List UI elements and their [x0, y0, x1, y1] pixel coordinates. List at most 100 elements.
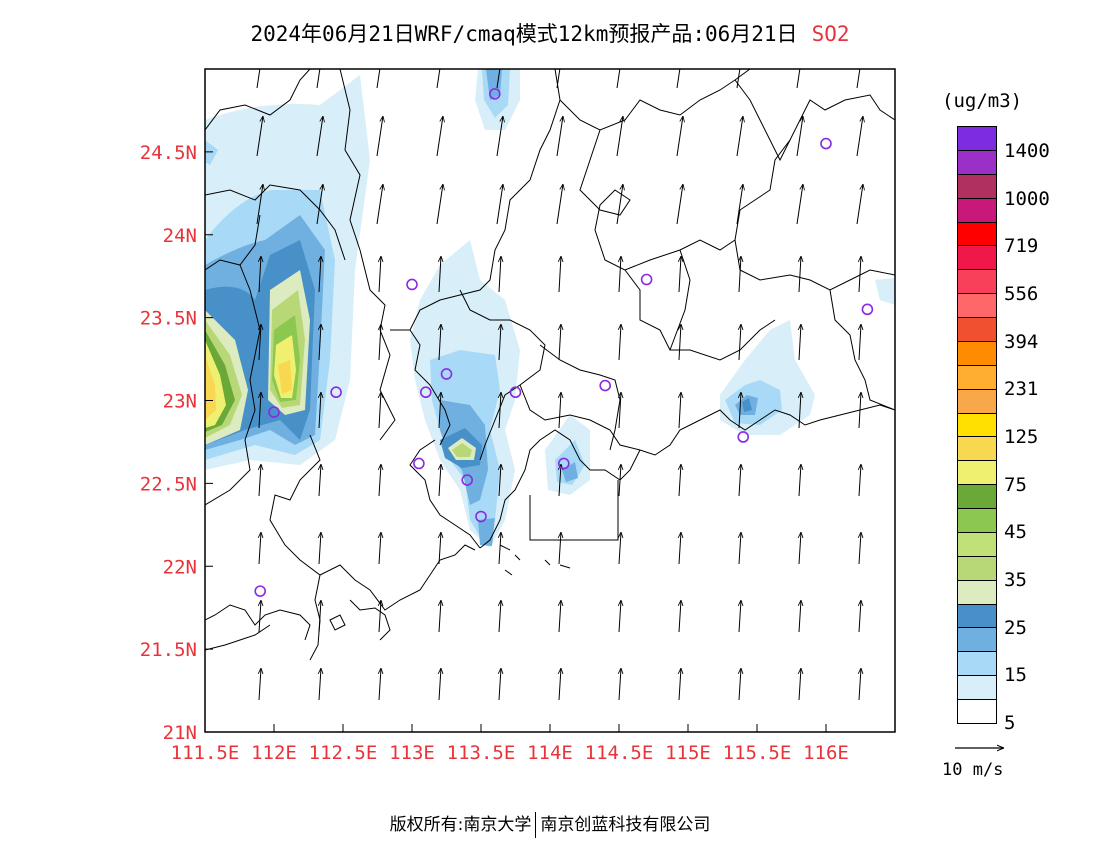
x-axis-labels: 111.5E 112E 112.5E 113E 113.5E 114E 114.5E 115E…	[171, 742, 849, 764]
x-tick-label: 115.5E	[723, 742, 792, 764]
wind-arrow	[379, 256, 381, 293]
boundary-lines	[205, 69, 895, 661]
wind-arrow	[496, 184, 503, 225]
wind-arrow	[616, 116, 623, 157]
wind-arrow	[259, 532, 261, 565]
wind-arrow	[556, 69, 561, 89]
wind-arrow	[256, 69, 261, 89]
wind-arrow	[619, 464, 621, 497]
colorbar-label: 1000	[1004, 187, 1050, 210]
colorbar-cell	[958, 604, 996, 629]
wind-arrow	[559, 392, 561, 429]
colorbar-label: 231	[1004, 378, 1039, 401]
colorbar-label: 556	[1004, 282, 1039, 305]
colorbar-cell	[958, 246, 996, 271]
wind-arrow	[799, 464, 801, 497]
wind-arrow	[917, 184, 923, 224]
title-species: SO2	[811, 22, 850, 46]
wind-arrow	[556, 184, 563, 225]
wind-arrow	[917, 48, 923, 88]
site-marker	[475, 510, 487, 523]
wind-arrow	[379, 600, 381, 633]
y-tick-label: 22N	[163, 556, 197, 578]
wind-arrow	[316, 116, 323, 157]
wind-arrow	[917, 116, 923, 156]
wind-arrow	[739, 668, 741, 701]
site-marker	[330, 386, 342, 399]
wind-arrow	[619, 392, 621, 429]
wind-arrow	[796, 69, 801, 89]
wind-arrow	[919, 392, 921, 428]
colorbar-cell	[958, 150, 996, 175]
concentration-field	[205, 69, 895, 548]
x-tick-label: 112E	[251, 742, 297, 764]
wind-arrow	[739, 532, 741, 565]
wind-arrow	[319, 256, 321, 293]
site-marker	[419, 386, 432, 399]
wind-arrow	[856, 116, 863, 157]
wind-arrow	[379, 532, 381, 565]
x-tick-label: 115E	[665, 742, 711, 764]
wind-arrow	[676, 116, 683, 157]
colorbar-cell	[958, 318, 996, 342]
wind-arrow	[379, 324, 381, 361]
wind-arrow	[679, 256, 681, 293]
legend-colorbar	[957, 126, 997, 724]
wind-arrow	[499, 532, 501, 565]
monitoring-sites	[254, 88, 874, 597]
colorbar-cell	[958, 222, 996, 247]
wind-arrow	[439, 392, 441, 429]
wind-arrow	[499, 600, 501, 633]
x-tick-label: 114E	[527, 742, 573, 764]
colorbar-cell	[958, 174, 996, 199]
wind-arrow	[436, 69, 441, 89]
site-marker	[488, 88, 501, 100]
site-marker	[413, 457, 425, 470]
site-marker	[861, 303, 874, 316]
wind-arrow	[439, 324, 441, 361]
site-marker	[509, 386, 522, 399]
colorbar-cell	[958, 485, 996, 509]
colorbar-label: 75	[1004, 473, 1027, 496]
wind-arrow	[859, 256, 861, 293]
wind-arrow	[379, 464, 381, 497]
wind-arrow	[619, 532, 621, 565]
wind-arrow	[496, 69, 501, 89]
wind-arrow	[259, 256, 261, 293]
wind-arrow	[739, 600, 741, 633]
colorbar-cell	[958, 198, 996, 223]
wind-arrow	[919, 532, 921, 564]
wind-arrow	[739, 324, 741, 361]
colorbar-label: 1400	[1004, 139, 1050, 162]
wind-arrow	[799, 256, 801, 293]
wind-arrow	[319, 464, 321, 497]
wind-arrow	[439, 464, 441, 497]
wind-arrow	[259, 464, 261, 497]
wind-arrow	[259, 668, 261, 701]
colorbar-label: 719	[1004, 235, 1039, 258]
colorbar-label: 35	[1004, 568, 1027, 591]
wind-arrow	[676, 69, 681, 89]
x-tick-label: 113E	[389, 742, 435, 764]
colorbar-cell	[958, 509, 996, 533]
map-title: 2024年06月21日WRF/cmaq模式12km预报产品:06月21日 SO2	[0, 18, 1100, 48]
title-main: 2024年06月21日WRF/cmaq模式12km预报产品:06月21日	[250, 22, 798, 46]
wind-arrow	[919, 600, 921, 632]
wind-arrow	[316, 69, 321, 89]
wind-arrow	[379, 392, 381, 429]
wind-arrow	[499, 668, 501, 701]
wind-arrow	[379, 668, 381, 701]
colorbar-cell	[958, 580, 996, 605]
colorbar-label: 394	[1004, 330, 1039, 353]
wind-arrow	[439, 532, 441, 565]
wind-arrow	[736, 116, 743, 157]
colorbar-cell	[958, 413, 996, 438]
copyright-footer: 版权所有:南京大学 南京创蓝科技有限公司	[0, 810, 1100, 838]
colorbar-cell	[958, 532, 996, 557]
wind-arrow	[376, 116, 383, 157]
colorbar-cell	[958, 437, 996, 462]
wind-arrow	[619, 668, 621, 701]
wind-arrow	[859, 464, 861, 497]
wind-arrow	[559, 668, 561, 701]
